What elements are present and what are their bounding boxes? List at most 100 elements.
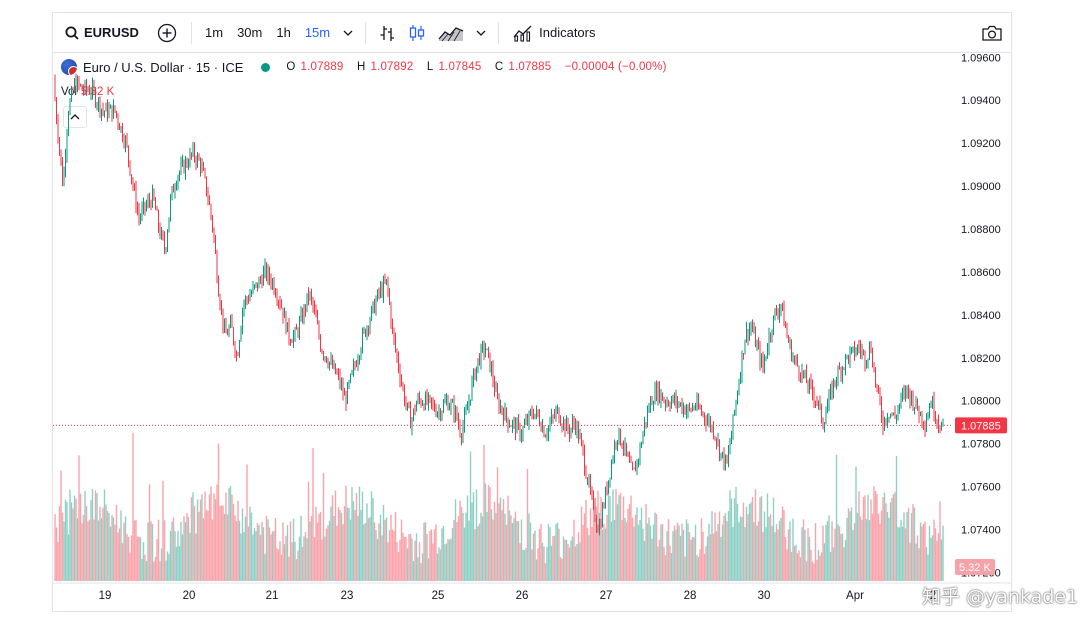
volume-bar	[160, 548, 163, 581]
volume-bar	[372, 498, 374, 581]
date-axis-label: 21	[266, 590, 279, 602]
watermark: 知乎 @yankade1	[922, 586, 1079, 608]
volume-bar	[298, 536, 301, 581]
volume-bar	[420, 562, 422, 581]
volume-bar	[696, 555, 698, 581]
volume-bar	[880, 510, 883, 581]
price-axis-label: 1.08000	[961, 396, 1001, 408]
volume-bar	[507, 495, 509, 581]
volume-bar	[550, 545, 553, 581]
volume-bar	[79, 493, 82, 581]
volume-bar	[538, 528, 541, 581]
volume-bar	[303, 536, 305, 581]
volume-bar	[888, 517, 890, 581]
volume-badge-label: 5.32 K	[959, 562, 991, 574]
volume-bar	[286, 525, 289, 581]
volume-bar	[508, 510, 511, 581]
volume-bar	[936, 540, 938, 581]
volume-bar	[636, 507, 638, 581]
top-toolbar: EURUSD 1m 30m 1h 15m Indicators	[53, 13, 1011, 53]
chart-type-dropdown[interactable]	[470, 13, 492, 52]
volume-bar	[892, 494, 895, 581]
volume-bar	[423, 522, 425, 581]
interval-1h[interactable]: 1h	[276, 25, 291, 40]
volume-bar	[121, 543, 124, 581]
volume-bar	[699, 549, 701, 581]
screenshot-button[interactable]	[981, 13, 1003, 52]
volume-bar	[616, 504, 619, 581]
market-status-icon[interactable]	[261, 62, 271, 72]
volume-bar	[867, 494, 869, 581]
volume-bar	[660, 524, 662, 581]
volume-bar	[591, 526, 593, 581]
volume-bar	[264, 553, 266, 581]
volume-bar	[663, 547, 665, 581]
interval-15m[interactable]: 15m	[304, 25, 331, 40]
volume-bar	[790, 551, 793, 581]
volume-bar	[367, 518, 370, 581]
bars-chart-type-button[interactable]	[372, 13, 402, 52]
volume-bar	[940, 539, 943, 581]
date-axis-label: 30	[758, 590, 771, 602]
volume-bar	[870, 499, 872, 581]
candles-chart-type-button[interactable]	[402, 13, 432, 52]
volume-bar	[709, 534, 712, 581]
volume-bar	[301, 546, 304, 581]
volume-bar	[156, 538, 158, 581]
volume-bar	[439, 549, 442, 581]
compare-symbol-button[interactable]	[149, 13, 185, 52]
volume-bar	[444, 544, 446, 581]
volume-bar	[792, 518, 794, 581]
volume-bar	[780, 517, 782, 581]
volume-bar	[609, 496, 611, 581]
volume-bar	[120, 510, 122, 581]
volume-bar	[375, 530, 377, 581]
volume-bar	[223, 513, 226, 581]
volume-bar	[225, 492, 227, 581]
volume-bar	[843, 547, 845, 581]
volume-bar	[253, 528, 256, 581]
volume-bar	[396, 542, 398, 581]
volume-bar	[561, 558, 563, 581]
volume-bar	[114, 524, 116, 581]
volume-bar	[688, 532, 691, 581]
volume-bar	[246, 464, 248, 581]
volume-bar	[211, 519, 214, 581]
volume-bar	[834, 528, 836, 581]
date-axis-label: Apr	[846, 590, 864, 602]
volume-bar	[165, 560, 167, 581]
volume-bar	[574, 546, 577, 581]
volume-bar	[900, 519, 902, 581]
volume-bar	[919, 522, 922, 581]
interval-1m[interactable]: 1m	[205, 25, 224, 40]
volume-bar	[312, 448, 314, 581]
volume-bar	[646, 523, 649, 581]
price-chart[interactable]: 1.09600 1.09400 1.09200 1.09000 1.08800 1.086…	[53, 53, 1011, 611]
interval-30m[interactable]: 30m	[237, 25, 263, 40]
interval-dropdown[interactable]	[337, 13, 359, 52]
volume-bar	[258, 525, 260, 581]
indicators-button[interactable]: Indicators	[505, 13, 603, 52]
volume-bar	[517, 521, 520, 581]
volume-bar	[625, 522, 628, 581]
volume-bar	[261, 521, 263, 581]
volume-bar	[454, 499, 457, 581]
volume-bar	[934, 528, 937, 581]
symbol-search-button[interactable]: EURUSD	[53, 13, 149, 52]
volume-bar	[789, 521, 791, 581]
volume-bar	[679, 535, 682, 581]
volume-bar	[334, 490, 337, 581]
volume-bar	[277, 549, 280, 581]
volume-bar	[169, 530, 172, 581]
area-chart-type-button[interactable]	[432, 13, 470, 52]
volume-bar	[472, 492, 475, 581]
bars-icon	[380, 25, 395, 41]
volume-bar	[547, 524, 550, 581]
price-axis-label: 1.08200	[961, 353, 1001, 365]
volume-bar	[607, 491, 610, 581]
price-axis-label: 1.09000	[961, 181, 1001, 193]
volume-bar	[553, 535, 556, 581]
volume-bar	[489, 487, 491, 581]
volume-bar	[736, 504, 739, 581]
volume-bar	[795, 544, 797, 581]
